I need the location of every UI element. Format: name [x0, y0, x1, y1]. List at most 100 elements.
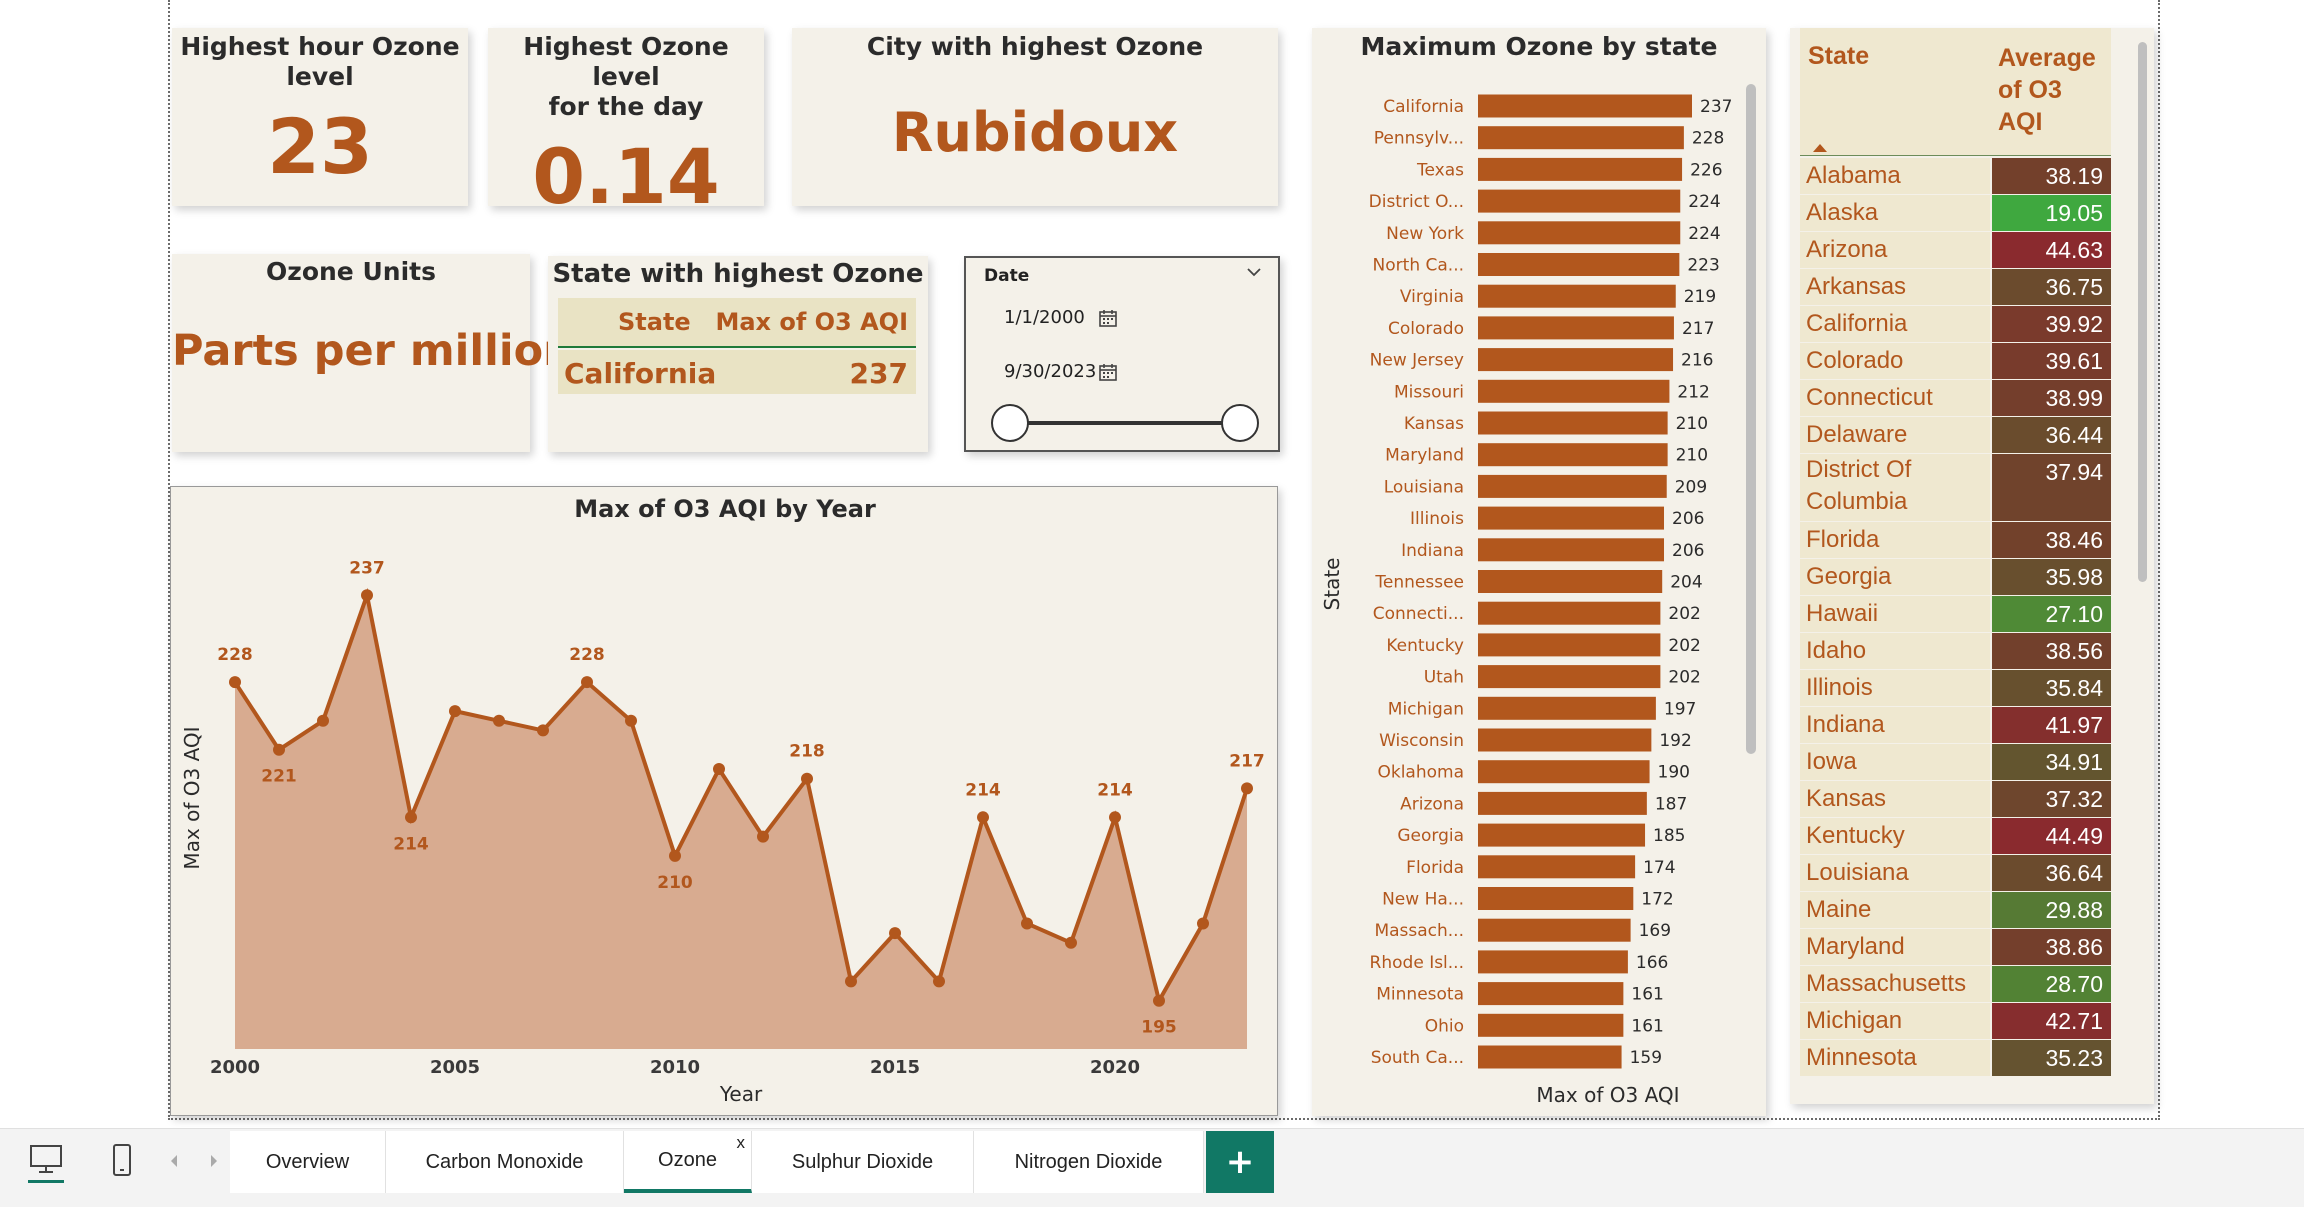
bar[interactable]	[1478, 189, 1681, 213]
data-point[interactable]	[273, 743, 285, 756]
data-point[interactable]	[889, 927, 901, 940]
table-row[interactable]: Hawaii 27.10	[1800, 596, 2111, 632]
tab-carbon-monoxide[interactable]: Carbon Monoxide	[386, 1131, 624, 1193]
bar[interactable]	[1478, 918, 1631, 942]
bar-chart-scrollbar[interactable]	[1746, 84, 1756, 754]
data-point[interactable]	[1109, 811, 1121, 824]
start-date-field[interactable]: 1/1/2000	[984, 298, 1124, 338]
end-date-field[interactable]: 9/30/2023	[984, 352, 1124, 392]
bar[interactable]	[1478, 474, 1667, 498]
add-page-button[interactable]: +	[1206, 1131, 1274, 1193]
kpi-card-city[interactable]: City with highest Ozone Rubidoux	[792, 28, 1278, 206]
bar[interactable]	[1478, 570, 1663, 593]
data-point[interactable]	[1065, 936, 1077, 949]
bar[interactable]	[1478, 253, 1680, 276]
data-point[interactable]	[229, 676, 241, 689]
data-point[interactable]	[1021, 917, 1033, 930]
data-point[interactable]	[405, 811, 417, 824]
table-row[interactable]: Maine 29.88	[1800, 892, 2111, 928]
data-point[interactable]	[801, 772, 813, 785]
bar[interactable]	[1478, 94, 1692, 118]
bar[interactable]	[1478, 157, 1683, 181]
table-row[interactable]: Georgia 35.98	[1800, 559, 2111, 595]
table-row[interactable]: Michigan 42.71	[1800, 1003, 2111, 1039]
bar[interactable]	[1478, 1045, 1622, 1069]
close-icon[interactable]: x	[736, 1133, 746, 1152]
header-state[interactable]: State	[618, 308, 691, 336]
table-row[interactable]: Connecticut 38.99	[1800, 380, 2111, 416]
chevron-right-icon[interactable]	[208, 1153, 220, 1173]
table-row[interactable]: Colorado 39.61	[1800, 343, 2111, 379]
chevron-down-icon[interactable]	[1244, 262, 1264, 282]
bar[interactable]	[1478, 728, 1652, 752]
o3-by-year-chart[interactable]: Max of O3 AQI by Year Max of O3 AQI Year 22…	[170, 486, 1278, 1116]
data-point[interactable]	[669, 849, 681, 862]
tab-nitrogen-dioxide[interactable]: Nitrogen Dioxide	[974, 1131, 1204, 1193]
bar[interactable]	[1478, 284, 1676, 308]
avg-table-scrollbar[interactable]	[2138, 42, 2147, 582]
data-point[interactable]	[1153, 994, 1165, 1007]
data-point[interactable]	[845, 975, 857, 988]
desktop-view-icon[interactable]	[28, 1143, 64, 1183]
data-point[interactable]	[317, 714, 329, 727]
average-o3-table[interactable]: State Average of O3 AQI Alabama 38.19 Alas…	[1790, 28, 2154, 1104]
slider-start-handle[interactable]	[991, 404, 1029, 442]
bar[interactable]	[1478, 760, 1650, 784]
table-row[interactable]: Alabama 38.19	[1800, 158, 2111, 194]
table-row[interactable]: Illinois 35.84	[1800, 670, 2111, 706]
bar[interactable]	[1478, 379, 1670, 403]
table-row[interactable]: Iowa 34.91	[1800, 744, 2111, 780]
table-row[interactable]: Delaware 36.44	[1800, 417, 2111, 453]
data-point[interactable]	[581, 676, 593, 689]
date-range-slider-track[interactable]	[1010, 421, 1240, 425]
bar[interactable]	[1478, 791, 1647, 815]
data-point[interactable]	[1197, 917, 1209, 930]
calendar-icon[interactable]	[1098, 308, 1118, 332]
bar[interactable]	[1478, 855, 1636, 879]
bar[interactable]	[1478, 316, 1674, 340]
tab-overview[interactable]: Overview	[230, 1131, 386, 1193]
bar[interactable]	[1478, 823, 1646, 847]
bar[interactable]	[1478, 126, 1684, 150]
data-point[interactable]	[933, 975, 945, 988]
max-ozone-by-state-chart[interactable]: Maximum Ozone by state State Max of O3 AQI…	[1312, 28, 1766, 1116]
bar[interactable]	[1478, 982, 1624, 1006]
data-point[interactable]	[361, 589, 373, 602]
bar[interactable]	[1478, 601, 1661, 625]
bar[interactable]	[1478, 1013, 1624, 1037]
table-row[interactable]: Louisiana 36.64	[1800, 855, 2111, 891]
bar[interactable]	[1478, 633, 1661, 657]
table-row[interactable]: Idaho 38.56	[1800, 633, 2111, 669]
table-row[interactable]: California 237	[558, 350, 916, 394]
kpi-card-highest-hour[interactable]: Highest hour Ozone level 23	[172, 28, 468, 206]
data-point[interactable]	[977, 811, 989, 824]
header-average[interactable]: Average of O3 AQI	[1998, 44, 2096, 136]
slider-end-handle[interactable]	[1221, 404, 1259, 442]
table-row[interactable]: Massachusetts 28.70	[1800, 966, 2111, 1002]
bar[interactable]	[1478, 348, 1674, 372]
bar[interactable]	[1478, 887, 1634, 910]
table-row[interactable]: District Of Columbia 37.94	[1800, 454, 2111, 521]
tab-sulphur-dioxide[interactable]: Sulphur Dioxide	[752, 1131, 974, 1193]
chevron-left-icon[interactable]	[168, 1153, 180, 1173]
header-state[interactable]: State	[1808, 42, 1870, 70]
table-row[interactable]: Florida 38.46	[1800, 522, 2111, 558]
state-highest-table[interactable]: State with highest Ozone State Max of O3…	[548, 256, 928, 452]
table-row[interactable]: Kansas 37.32	[1800, 781, 2111, 817]
tab-ozone[interactable]: Ozone x	[624, 1131, 752, 1193]
header-max[interactable]: Max of O3 AQI	[715, 308, 908, 336]
data-point[interactable]	[493, 714, 505, 727]
bar[interactable]	[1478, 443, 1668, 467]
kpi-card-highest-day[interactable]: Highest Ozone level for the day 0.14	[488, 28, 764, 221]
bar[interactable]	[1478, 696, 1656, 720]
bar[interactable]	[1478, 411, 1668, 435]
table-row[interactable]: Kentucky 44.49	[1800, 818, 2111, 854]
bar[interactable]	[1478, 950, 1628, 974]
data-point[interactable]	[625, 714, 637, 727]
data-point[interactable]	[449, 705, 461, 718]
mobile-view-icon[interactable]	[110, 1143, 134, 1181]
table-row[interactable]: Minnesota 35.23	[1800, 1040, 2111, 1076]
data-point[interactable]	[1241, 782, 1253, 795]
data-point[interactable]	[757, 830, 769, 843]
calendar-icon[interactable]	[1098, 362, 1118, 386]
